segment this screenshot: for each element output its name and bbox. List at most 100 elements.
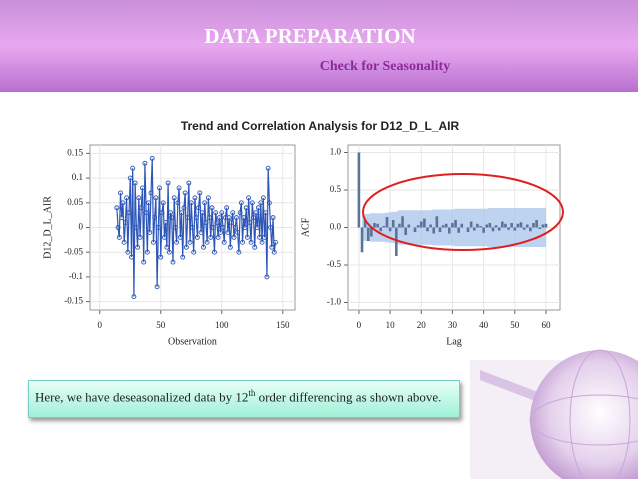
bar (388, 227, 392, 232)
data-point (240, 239, 245, 245)
bar (370, 227, 373, 237)
x-tick-label: 60 (541, 320, 551, 330)
data-point (259, 239, 265, 245)
highlight-ellipse (362, 173, 564, 251)
x-axis-label: Lag (446, 336, 462, 347)
data-point (157, 185, 163, 191)
data-point (142, 160, 148, 166)
data-point (244, 234, 250, 240)
data-point (129, 254, 134, 260)
data-point (170, 259, 176, 265)
data-point (190, 225, 195, 230)
data-point (260, 195, 266, 201)
x-tick-label: 10 (386, 320, 396, 330)
bar (416, 225, 420, 228)
data-point (175, 200, 181, 206)
data-point (253, 210, 259, 216)
data-point (126, 210, 132, 216)
data-point (187, 239, 193, 245)
confidence-band (362, 208, 546, 247)
y-tick-label: 0.0 (330, 222, 342, 232)
data-point (254, 225, 260, 230)
caption-sup: th (248, 388, 256, 398)
bar (376, 223, 379, 228)
data-point (248, 239, 254, 245)
figure-title: Trend and Correlation Analysis for D12_D… (181, 119, 460, 133)
data-point (241, 215, 247, 221)
y-tick-label: -0.5 (327, 259, 342, 269)
data-point (251, 215, 256, 221)
data-point (215, 234, 221, 240)
data-point (225, 229, 231, 235)
data-point (171, 195, 177, 201)
data-point (262, 234, 267, 240)
data-point (271, 249, 277, 255)
data-point (214, 220, 220, 226)
bar (472, 227, 476, 231)
data-point (246, 195, 252, 201)
bar (460, 223, 464, 228)
data-line (116, 158, 277, 297)
bar (466, 227, 470, 232)
bar (451, 223, 454, 228)
data-point (147, 229, 153, 235)
data-point (135, 244, 141, 250)
data-point (194, 234, 200, 240)
bar (476, 223, 479, 228)
data-point (233, 215, 239, 221)
x-tick-label: 0 (98, 320, 103, 330)
data-point (236, 249, 242, 255)
bar (469, 221, 473, 228)
bar (522, 227, 526, 230)
data-point (210, 225, 216, 230)
data-point (174, 239, 180, 245)
bar (435, 216, 439, 228)
data-point (199, 210, 205, 216)
caption-text: order differencing as shown above. (255, 389, 442, 405)
bar (401, 216, 404, 228)
bar (426, 227, 429, 232)
data-point (220, 225, 226, 230)
data-point (151, 239, 156, 245)
plots: 0.150.10.050-0.05-0.1-0.150 50 100 150Obser… (42, 144, 561, 347)
y-tick-label: 1.0 (330, 147, 342, 157)
bar (532, 223, 535, 228)
bar (510, 223, 513, 228)
data-point (146, 200, 152, 206)
bar (419, 221, 423, 228)
bar (482, 227, 485, 233)
data-point (120, 200, 126, 206)
data-point (180, 254, 186, 260)
data-point (188, 200, 194, 206)
bar (382, 226, 386, 228)
slide-subtitle: Check for Seasonality (320, 59, 450, 74)
bar (507, 227, 510, 230)
data-point (181, 205, 187, 211)
data-point (249, 200, 255, 206)
data-point (153, 195, 159, 201)
bar (535, 220, 538, 228)
data-point (159, 210, 165, 216)
data-point (232, 225, 238, 230)
data-point (219, 210, 225, 216)
caption: Here, we have deseasonalized data by 12t… (28, 380, 460, 418)
bar (423, 218, 426, 228)
bar (516, 223, 520, 228)
data-point (229, 220, 234, 226)
bar (519, 222, 523, 228)
data-point (130, 165, 136, 171)
data-point (148, 190, 154, 196)
data-point (164, 244, 170, 250)
bar (357, 152, 361, 228)
data-point (169, 215, 175, 221)
y-tick-label: 0.05 (67, 197, 83, 207)
data-point (131, 294, 137, 300)
bar (501, 221, 504, 228)
globe-decor (470, 349, 638, 479)
y-tick-label: 0.1 (72, 172, 83, 182)
data-point (209, 205, 215, 211)
data-point (136, 195, 142, 201)
data-point (163, 220, 169, 226)
y-tick-label: -1.0 (327, 297, 342, 307)
